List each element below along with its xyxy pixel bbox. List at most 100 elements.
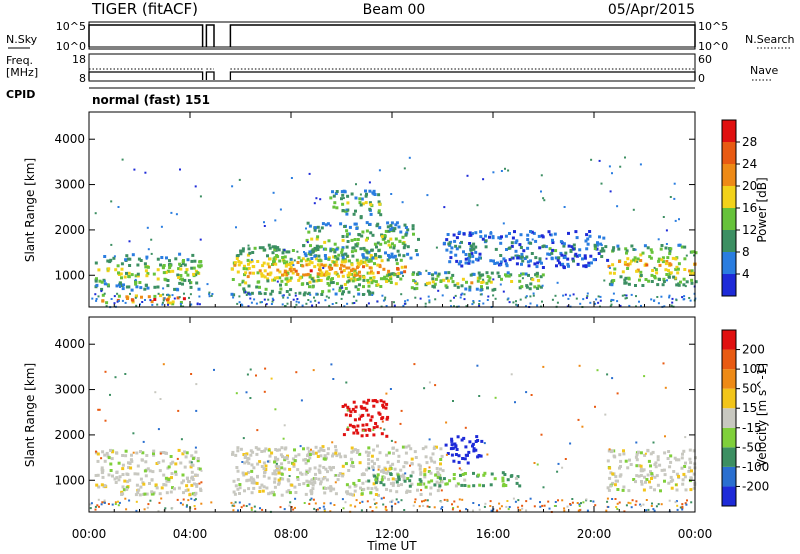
data-cell xyxy=(403,302,406,305)
data-cell xyxy=(305,302,308,305)
data-cell xyxy=(642,468,646,472)
data-cell xyxy=(602,236,606,240)
data-cell xyxy=(458,230,462,234)
data-cell xyxy=(359,193,362,196)
colorbar-swatch xyxy=(722,447,736,467)
data-cell xyxy=(264,464,268,468)
data-cell xyxy=(657,302,660,305)
colorbar-tick-label: 200 xyxy=(742,343,765,357)
data-cell xyxy=(538,257,542,261)
y-tick-label: 1000 xyxy=(54,268,85,282)
data-cell xyxy=(303,252,307,256)
data-cell xyxy=(652,441,655,444)
data-cell xyxy=(246,478,250,482)
data-cell xyxy=(133,168,136,171)
data-cell xyxy=(279,287,283,291)
data-cell xyxy=(376,444,379,448)
data-cell xyxy=(363,260,367,264)
data-cell xyxy=(288,263,291,267)
data-cell xyxy=(454,294,457,297)
data-cell xyxy=(190,454,194,458)
data-cell xyxy=(156,303,159,306)
data-cell xyxy=(406,245,410,249)
data-cell xyxy=(358,413,361,416)
data-cell xyxy=(460,264,464,268)
colorbar-tick-label: -100 xyxy=(742,460,769,474)
data-cell xyxy=(515,262,519,266)
data-cell xyxy=(518,274,522,278)
data-cell xyxy=(177,486,181,490)
data-cell xyxy=(510,244,514,248)
data-cell xyxy=(273,477,277,481)
data-cell xyxy=(143,508,146,511)
data-cell xyxy=(289,269,293,273)
data-cell xyxy=(143,262,147,266)
data-cell xyxy=(310,448,312,451)
data-cell xyxy=(575,297,578,300)
data-cell xyxy=(304,472,308,476)
data-cell xyxy=(578,509,581,512)
data-cell xyxy=(611,472,615,476)
data-cell xyxy=(414,249,418,252)
data-cell xyxy=(526,246,530,250)
data-cell xyxy=(148,482,151,485)
data-cell xyxy=(487,295,490,298)
data-cell xyxy=(647,279,651,283)
data-cell xyxy=(319,454,323,458)
data-cell xyxy=(329,281,333,285)
data-cell xyxy=(657,238,660,241)
data-cell xyxy=(335,263,339,267)
data-cell xyxy=(551,298,554,301)
data-cell xyxy=(307,299,310,301)
data-cell xyxy=(341,235,345,238)
data-cell xyxy=(294,292,297,295)
data-cell xyxy=(351,254,355,258)
data-cell xyxy=(481,280,485,284)
data-cell xyxy=(190,497,193,500)
data-cell xyxy=(341,286,344,289)
data-cell xyxy=(296,298,299,300)
data-cell xyxy=(516,256,520,260)
data-cell xyxy=(677,474,680,478)
data-cell xyxy=(127,461,130,465)
data-cell xyxy=(348,423,352,427)
data-cell xyxy=(248,260,252,264)
data-cell xyxy=(200,502,203,505)
data-cell xyxy=(283,424,286,427)
data-cell xyxy=(261,274,265,278)
data-cell xyxy=(326,282,330,285)
data-cell xyxy=(690,501,693,504)
data-cell xyxy=(370,279,374,283)
data-cell xyxy=(159,452,162,455)
data-cell xyxy=(679,280,682,284)
data-cell xyxy=(399,258,403,262)
x-axis-label: Time UT xyxy=(366,539,417,553)
data-cell xyxy=(357,479,361,482)
data-cell xyxy=(323,476,327,480)
data-cell xyxy=(630,244,634,248)
data-cell xyxy=(332,466,335,469)
data-cell xyxy=(159,294,163,298)
data-cell xyxy=(621,270,625,274)
data-cell xyxy=(341,238,345,242)
data-cell xyxy=(170,476,173,480)
data-cell xyxy=(374,253,377,256)
data-cell xyxy=(681,452,684,456)
data-cell xyxy=(488,276,492,280)
data-cell xyxy=(127,275,131,278)
data-cell xyxy=(345,490,348,494)
data-cell xyxy=(314,451,318,455)
data-cell xyxy=(308,280,312,284)
data-cell xyxy=(314,502,317,505)
data-cell xyxy=(153,298,157,301)
x-tick-label: 16:00 xyxy=(476,527,511,541)
data-cell xyxy=(446,498,449,501)
data-cell xyxy=(676,508,679,511)
data-cell xyxy=(269,491,272,495)
data-cell xyxy=(150,478,154,482)
data-cell xyxy=(94,279,98,283)
data-cell xyxy=(478,252,482,256)
data-cell xyxy=(261,489,265,493)
data-cell xyxy=(525,295,528,298)
data-cell xyxy=(478,508,481,511)
